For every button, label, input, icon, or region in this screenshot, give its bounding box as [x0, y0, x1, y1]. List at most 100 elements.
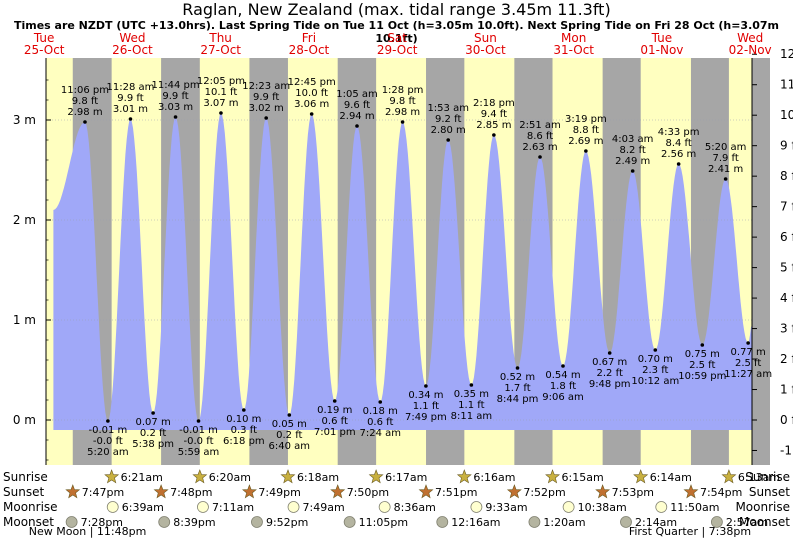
right-tick-label: 6 ft — [780, 230, 793, 244]
moonrise-row-label-left: Moonrise — [3, 500, 58, 514]
sunset-icon — [153, 484, 169, 499]
day-name: Mon — [561, 31, 586, 45]
tide-m-label: 0.19 m — [317, 405, 352, 416]
tide-ft-label: 0.2 ft — [140, 428, 166, 439]
page-title: Raglan, New Zealand (max. tidal range 3.… — [182, 0, 611, 19]
sunset-icon — [65, 484, 81, 499]
moonset-time: 2:57am — [726, 516, 768, 529]
tide-point — [355, 124, 359, 128]
tide-point — [630, 169, 635, 173]
tide-point — [332, 399, 337, 403]
sunset-row-label-right: Sunset — [749, 485, 790, 499]
tide-ft-label: -0.0 ft — [184, 436, 214, 447]
tide-m-label: 2.98 m — [67, 107, 102, 118]
page-subtitle: Times are NZDT (UTC +13.0hrs). Last Spri… — [13, 19, 780, 45]
moonrise-icon — [655, 501, 668, 513]
sunrise-time: 6:21am — [121, 471, 163, 484]
tide-m-label: -0.01 m — [179, 425, 218, 436]
tide-time-label: 10:12 am — [631, 376, 679, 387]
left-tick-label: 1 m — [13, 313, 36, 327]
tide-m-label: 0.05 m — [272, 419, 307, 430]
tide-ft-label: 9.2 ft — [435, 114, 461, 125]
tide-time-label: 8:44 pm — [497, 394, 539, 405]
right-tick-label: 1 ft — [780, 383, 793, 397]
day-name: Tue — [33, 31, 55, 45]
day-date: 02-Nov — [729, 43, 772, 57]
tide-ft-label: 2.5 ft — [689, 360, 715, 371]
tide-point — [378, 400, 383, 404]
tide-m-label: 0.07 m — [136, 417, 171, 428]
moonset-time: 2:14am — [635, 516, 677, 529]
day-date: 28-Oct — [289, 43, 330, 57]
moonrise-time: 6:39am — [122, 501, 164, 514]
sunrise-time: 6:14am — [650, 471, 692, 484]
tide-point — [287, 413, 292, 417]
tide-time-label: 1:05 am — [336, 89, 378, 100]
day-name: Sun — [474, 31, 497, 45]
tide-ft-label: 8.4 ft — [665, 138, 691, 149]
tide-m-label: 2.69 m — [568, 136, 603, 147]
moonset-icon — [528, 516, 541, 528]
tide-point — [446, 138, 450, 142]
tide-point — [309, 112, 314, 116]
day-name: Thu — [208, 31, 232, 45]
moonrise-time: 11:50am — [670, 501, 719, 514]
tide-ft-label: 7.9 ft — [712, 153, 738, 164]
day-date: 29-Oct — [377, 43, 418, 57]
tide-m-label: 0.77 m — [731, 347, 766, 358]
sunrise-icon — [721, 469, 737, 484]
tide-time-label: 6:18 pm — [223, 436, 265, 447]
tide-ft-label: 8.6 ft — [527, 131, 553, 142]
tide-m-label: 3.03 m — [158, 102, 193, 113]
moonrise-time: 10:38am — [578, 501, 627, 514]
moonrise-time: 7:11am — [212, 501, 254, 514]
tide-m-label: 0.35 m — [454, 389, 489, 400]
tide-point — [106, 419, 110, 423]
tide-m-label: 0.70 m — [638, 354, 673, 365]
tide-point — [83, 120, 87, 124]
tide-time-label: 8:11 am — [451, 411, 493, 422]
gridlines — [46, 119, 752, 421]
tide-point — [151, 411, 155, 415]
right-tick-label: 10 ft — [780, 108, 793, 122]
moonset-time: 7:28pm — [81, 516, 123, 529]
tide-point — [584, 149, 588, 153]
tide-time-label: 11:44 pm — [151, 80, 199, 91]
day-date: 27-Oct — [200, 43, 241, 57]
tide-ft-label: 1.7 ft — [504, 383, 530, 394]
tide-area — [53, 113, 752, 430]
astro-rows: Sunrise Sunrise 6:21am 6:20am 6:18am 6:17am 6:… — [3, 469, 790, 538]
right-tick-label: 9 ft — [780, 139, 793, 153]
sunrise-icon — [280, 469, 296, 484]
moonset-icon — [158, 516, 171, 528]
moonset-time: 8:39pm — [173, 516, 215, 529]
day-name: Fri — [302, 31, 316, 45]
sunrise-time: 6:15am — [562, 471, 604, 484]
tide-m-label: 3.07 m — [203, 98, 238, 109]
day-name: Sat — [387, 31, 407, 45]
tide-m-label: 2.85 m — [476, 120, 511, 131]
day-date: 26-Oct — [112, 43, 153, 57]
moonrise-icon — [378, 501, 391, 513]
tide-m-label: 3.01 m — [113, 104, 148, 115]
tide-m-label: 3.02 m — [249, 103, 284, 114]
tide-ft-label: 1.1 ft — [413, 401, 439, 412]
tide-time-label: 9:48 pm — [589, 379, 631, 390]
day-name: Wed — [737, 31, 763, 45]
tide-ft-label: 0.2 ft — [276, 430, 302, 441]
sunset-time: 7:51pm — [435, 486, 477, 499]
left-tick-label: 0 m — [13, 413, 36, 427]
moonset-time: 12:16am — [451, 516, 500, 529]
tide-labels: 11:06 pm9.8 ft2.98 m-0.01 m-0.0 ft5:20 a… — [61, 76, 772, 458]
tide-time-label: 1:28 pm — [382, 85, 424, 96]
tide-point — [492, 133, 496, 137]
sunset-icon — [683, 484, 699, 499]
tide-time-label: 2:18 pm — [473, 98, 515, 109]
tide-ft-label: 0.6 ft — [322, 416, 348, 427]
tide-time-label: 6:40 am — [269, 441, 311, 452]
tide-point — [400, 120, 405, 124]
tide-m-label: 0.75 m — [685, 349, 720, 360]
sunset-time: 7:48pm — [170, 486, 212, 499]
tide-ft-label: 2.5 ft — [735, 358, 761, 369]
tide-point — [173, 115, 178, 119]
